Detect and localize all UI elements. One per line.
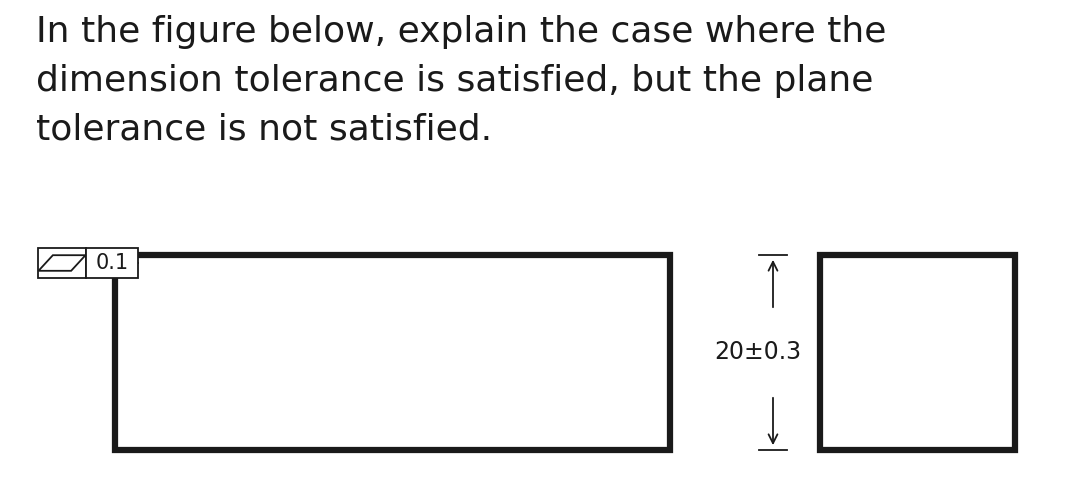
- Bar: [38, 248, 86, 278]
- Text: 0.1: 0.1: [95, 253, 129, 273]
- Bar: [86, 248, 138, 278]
- Text: 20±0.3: 20±0.3: [715, 340, 801, 364]
- Bar: [114, 255, 670, 450]
- Bar: [820, 255, 1015, 450]
- Text: In the figure below, explain the case where the
dimension tolerance is satisfied: In the figure below, explain the case wh…: [36, 15, 886, 147]
